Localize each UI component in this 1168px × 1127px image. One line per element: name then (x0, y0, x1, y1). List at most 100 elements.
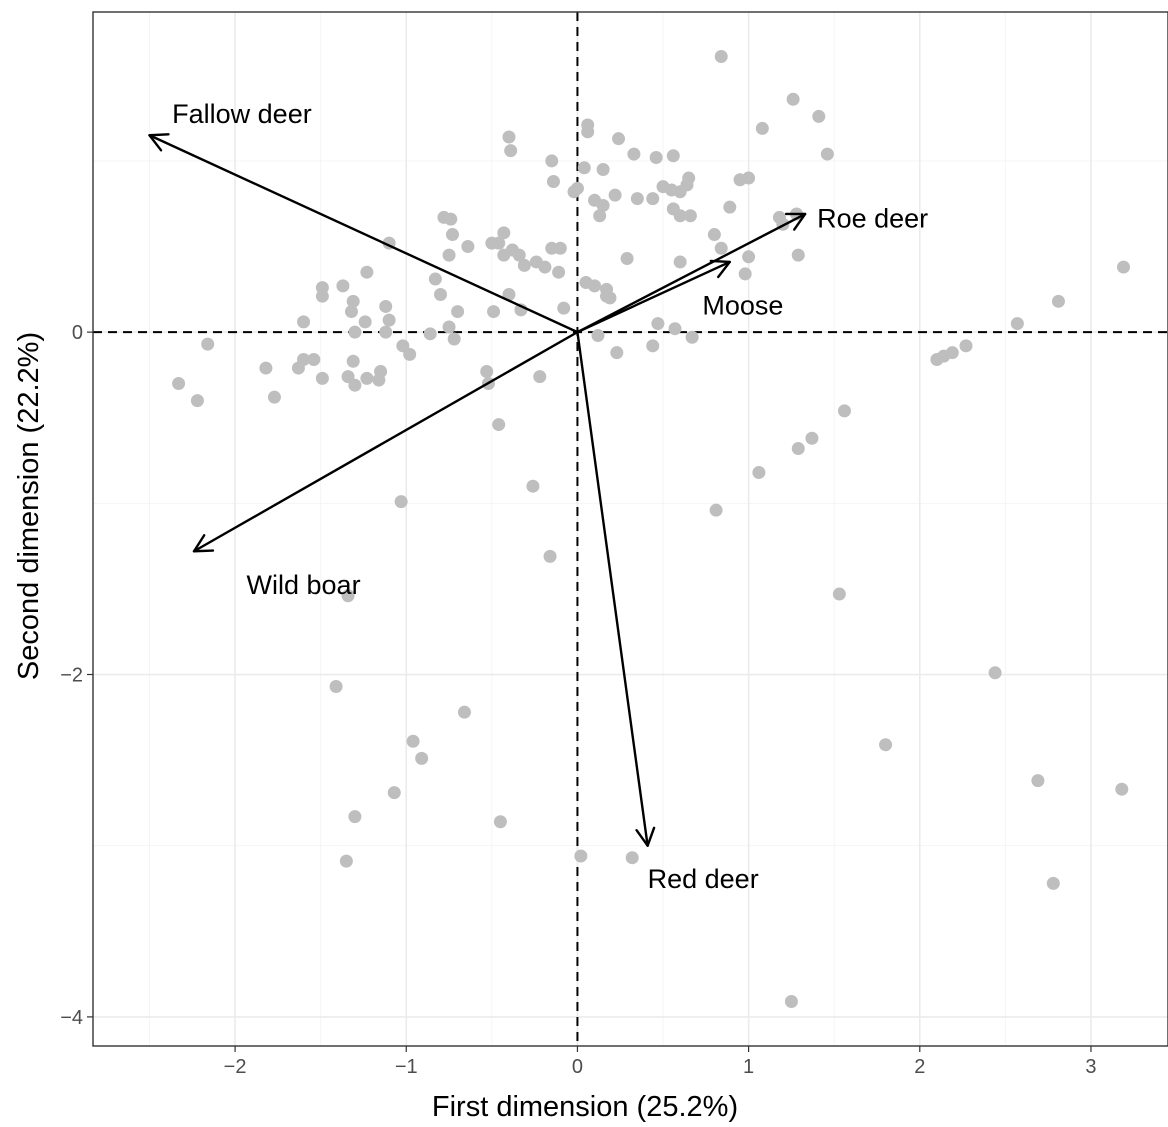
major-gridlines (93, 12, 1168, 1046)
data-point (666, 149, 680, 163)
data-point (201, 337, 215, 351)
data-point (487, 305, 501, 319)
data-point (190, 394, 204, 408)
data-point (538, 260, 552, 274)
data-point (346, 294, 360, 308)
data-point (315, 371, 329, 385)
data-point (447, 332, 461, 346)
data-point (307, 353, 321, 367)
data-point (480, 365, 494, 379)
data-point (546, 174, 560, 188)
data-point (543, 549, 557, 563)
data-point (723, 200, 737, 214)
data-point (526, 479, 540, 493)
data-point (315, 289, 329, 303)
data-points (172, 50, 1130, 1008)
data-point (742, 250, 756, 264)
minor-gridlines (93, 12, 1168, 1046)
data-point (545, 154, 559, 168)
data-point (959, 339, 973, 353)
data-point (336, 279, 350, 293)
vector-label-roe-deer: Roe deer (817, 203, 928, 233)
x-tick-label: 0 (572, 1056, 583, 1078)
data-point (1116, 260, 1130, 274)
data-point (651, 317, 665, 331)
vector-moose (576, 260, 731, 334)
data-point (348, 325, 362, 339)
data-point (493, 815, 507, 829)
data-point (786, 92, 800, 106)
data-point (1010, 317, 1024, 331)
data-point (646, 339, 660, 353)
data-point (552, 265, 566, 279)
plot-panel-border (92, 11, 1168, 1047)
data-point (620, 252, 634, 266)
vector-label-wild-boar: Wild boar (247, 570, 361, 600)
data-point (820, 147, 834, 161)
data-point (588, 279, 602, 293)
arrowhead-fallow-deer (148, 133, 170, 152)
x-tick-label: 2 (914, 1056, 925, 1078)
data-point (297, 315, 311, 329)
data-point (752, 466, 766, 480)
data-point (707, 228, 721, 242)
vector-wild-boar (192, 330, 579, 553)
vector-fallow-deer (148, 134, 579, 334)
data-point (553, 241, 567, 255)
x-tick-label: −1 (395, 1056, 418, 1078)
arrowhead-red-deer (635, 826, 656, 847)
data-point (596, 162, 610, 176)
data-point (423, 327, 437, 341)
data-point (382, 313, 396, 327)
data-point (259, 361, 273, 375)
data-point (1046, 876, 1060, 890)
data-point (442, 320, 456, 334)
data-point (339, 854, 353, 868)
data-point (812, 109, 826, 123)
axis-ticks: −2 −1 0 1 2 3 −4 −2 0 (60, 322, 1096, 1078)
data-point (593, 209, 607, 223)
data-point (673, 209, 687, 223)
data-point (784, 994, 798, 1008)
data-point (461, 240, 475, 254)
vector-red-deer (576, 330, 649, 847)
data-point (403, 347, 417, 361)
data-point (837, 404, 851, 418)
data-point (649, 151, 663, 165)
data-point (445, 228, 459, 242)
data-point (596, 198, 610, 212)
x-axis-title: First dimension (25.2%) (432, 1091, 738, 1123)
data-point (1051, 294, 1065, 308)
data-point (451, 305, 465, 319)
data-point (415, 751, 429, 765)
arrowhead-moose (709, 259, 731, 279)
x-tick-label: −2 (224, 1056, 247, 1078)
data-point (360, 265, 374, 279)
data-point (348, 378, 362, 392)
data-point (433, 287, 447, 301)
data-point (428, 272, 442, 286)
data-point (1031, 774, 1045, 788)
data-point (608, 188, 622, 202)
data-point (714, 50, 728, 64)
data-point (492, 236, 506, 250)
data-point (673, 255, 687, 269)
data-point (591, 329, 605, 343)
data-point (442, 248, 456, 262)
vector-roe-deer (576, 212, 807, 334)
data-point (627, 147, 641, 161)
arrowhead-roe-deer (784, 212, 807, 231)
data-point (709, 503, 723, 517)
data-point (358, 315, 372, 329)
data-point (988, 666, 1002, 680)
data-point (791, 442, 805, 456)
data-point (685, 330, 699, 344)
y-tick-label: −2 (60, 665, 83, 687)
data-point (557, 301, 571, 315)
y-tick-label: −4 (60, 1007, 83, 1029)
data-point (755, 121, 769, 135)
data-point (360, 371, 374, 385)
data-point (406, 734, 420, 748)
data-point (348, 810, 362, 824)
